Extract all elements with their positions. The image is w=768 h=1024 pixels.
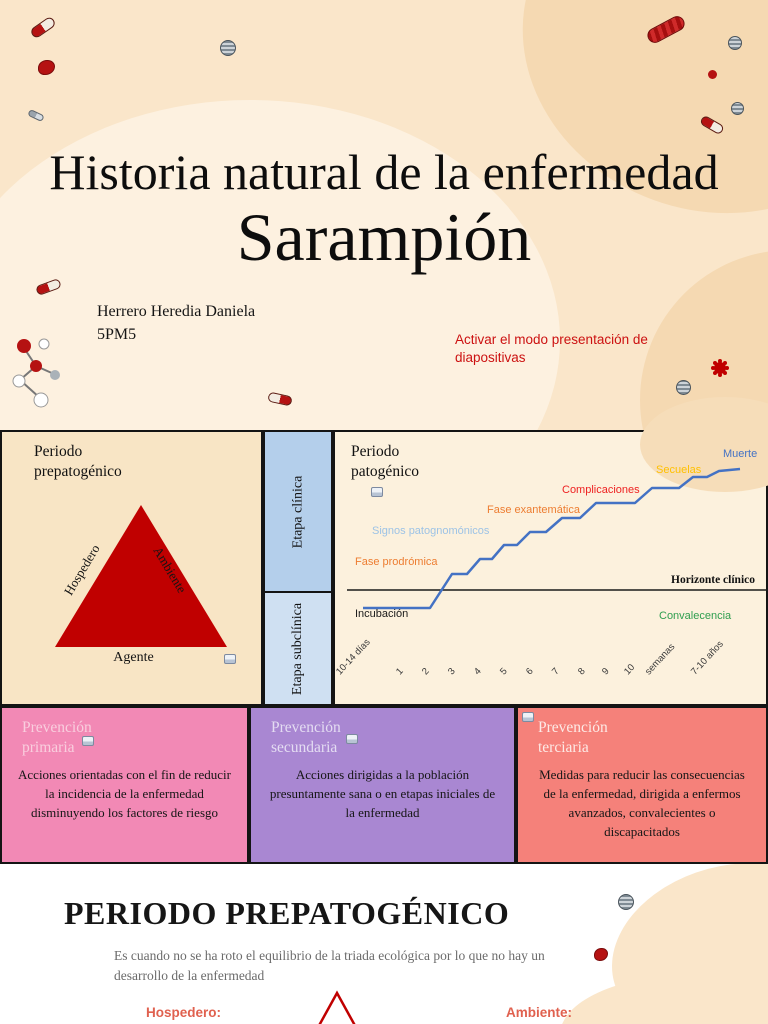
- x-tick-label: 10-14 días: [333, 636, 373, 678]
- disease-progression-chart: [347, 467, 768, 610]
- progression-line: [363, 467, 741, 610]
- triad-outline-triangle: [318, 990, 356, 1024]
- prevention-secondary-title: Prevención secundaria: [271, 719, 341, 757]
- presentation-mode-note: Activar el modo presentación de diaposit…: [455, 332, 648, 366]
- microbe-icon: [676, 380, 691, 395]
- pathogenic-panel-title: Periodo patogénico: [351, 443, 420, 481]
- phase-label-horizonte-clínico: Horizonte clínico: [671, 574, 755, 586]
- environment-label: Ambiente:: [506, 1005, 573, 1020]
- image-placeholder-icon: [522, 712, 534, 722]
- phase-label-fase-prodrómica: Fase prodrómica: [355, 556, 438, 568]
- prepatogenic-section-heading: PERIODO PREPATOGÉNICO: [64, 895, 510, 931]
- clinical-stage-label: Etapa clínica: [290, 475, 305, 548]
- x-tick-label: semanas: [642, 641, 678, 678]
- microbe-icon: [220, 40, 236, 56]
- molecule-icon: [12, 338, 60, 408]
- phase-label-fase-exantemática: Fase exantemática: [487, 504, 580, 516]
- microbe-icon: [731, 102, 744, 115]
- prevention-secondary-box: Prevención secundaria Acciones dirigidas…: [249, 706, 516, 864]
- prevention-tertiary-title: Prevención terciaria: [538, 719, 608, 757]
- x-tick-label: 3: [445, 665, 458, 678]
- prevention-tertiary-box: Prevención terciaria Medidas para reduci…: [516, 706, 768, 864]
- host-label: Hospedero:: [146, 1005, 222, 1020]
- subclinical-stage-label: Etapa subclínica: [290, 602, 306, 695]
- microbe-icon: [618, 894, 634, 910]
- pathogenic-panel: Periodo patogénico Incubación Fase prodró…: [333, 397, 768, 708]
- clinical-stage-cell: Etapa clínica: [263, 430, 333, 593]
- microbe-icon: [728, 36, 742, 50]
- phase-label-signos-patognomónicos: Signos patognomónicos: [372, 525, 490, 537]
- subclinical-stage-cell: Etapa subclínica: [263, 591, 333, 706]
- x-tick-label: 5: [497, 665, 510, 678]
- red-blob-icon: [594, 948, 608, 961]
- x-tick-label: 6: [523, 665, 536, 678]
- image-placeholder-icon: [82, 736, 94, 746]
- x-tick-label: 7-10 años: [688, 638, 726, 678]
- triad-label-agent: Agente: [113, 650, 154, 665]
- prevention-tertiary-body: Medidas para reducir las consecuencias d…: [539, 767, 745, 839]
- prevention-secondary-body: Acciones dirigidas a la población presun…: [269, 767, 496, 820]
- epidemiological-triad-triangle: [55, 505, 227, 647]
- phase-label-convalecencia: Convalecencia: [659, 610, 732, 622]
- red-blob-icon: [38, 60, 55, 75]
- prepatogenic-section-paragraph: Es cuando no se ha roto el equilibrio de…: [114, 948, 545, 984]
- x-tick-label: 4: [471, 665, 484, 678]
- author-group: 5PM5: [97, 326, 137, 344]
- background-blob: [560, 975, 768, 1024]
- page-title-line1: Historia natural de la enfermedad: [49, 144, 719, 200]
- chart-x-axis-labels: 10-14 días 1 2 3 4 5 6 7 8 9 10 semanas 7-10 años: [333, 432, 768, 708]
- red-dot-icon: [708, 70, 717, 79]
- chart-phase-labels: Incubación Fase prodrómica Signos patognom…: [335, 432, 768, 708]
- prevention-primary-title: Prevención primaria: [22, 719, 92, 757]
- page-title-line2: Sarampión: [236, 199, 532, 275]
- prepatogenic-panel: Periodo prepatogénico Hospedero Ambiente…: [0, 430, 263, 706]
- virus-icon: [714, 362, 726, 374]
- image-placeholder-icon: [346, 734, 358, 744]
- phase-label-complicaciones: Complicaciones: [562, 484, 640, 496]
- x-tick-label: 9: [599, 665, 612, 678]
- phase-label-secuelas: Secuelas: [656, 464, 702, 476]
- x-tick-label: 1: [393, 665, 406, 678]
- prevention-primary-body: Acciones orientadas con el fin de reduci…: [18, 767, 231, 820]
- x-tick-label: 10: [621, 662, 638, 678]
- image-placeholder-icon: [371, 487, 383, 497]
- phase-label-muerte: Muerte: [723, 448, 758, 460]
- prevention-primary-box: Prevención primaria Acciones orientadas …: [0, 706, 249, 864]
- author-block: Herrero Heredia Daniela 5PM5: [97, 300, 255, 346]
- x-tick-label: 7: [549, 665, 562, 678]
- x-tick-label: 2: [419, 665, 432, 678]
- image-placeholder-icon: [224, 654, 236, 664]
- prepatogenic-panel-title: Periodo prepatogénico: [34, 443, 122, 481]
- x-tick-label: 8: [575, 665, 588, 678]
- phase-label-incubación: Incubación: [355, 608, 409, 620]
- author-name: Herrero Heredia Daniela: [97, 303, 256, 320]
